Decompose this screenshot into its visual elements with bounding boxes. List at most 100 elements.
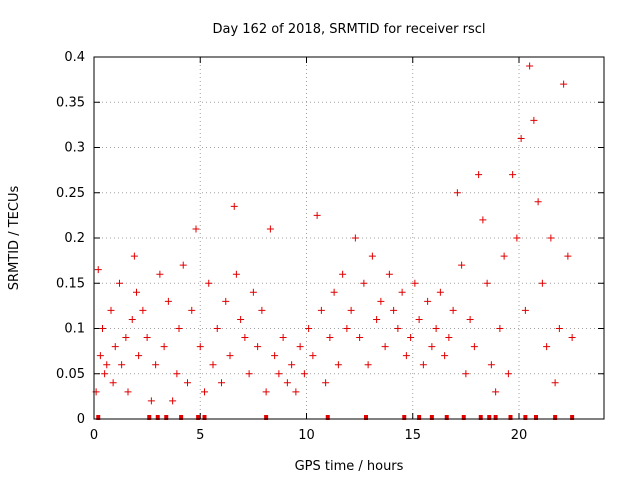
data-point [317, 306, 325, 314]
data-point [373, 315, 381, 323]
bottom-marker [264, 415, 269, 420]
data-point [500, 252, 508, 260]
data-point [368, 252, 376, 260]
data-point [411, 279, 419, 287]
data-point [390, 306, 398, 314]
data-point [116, 279, 123, 287]
data-point [258, 306, 266, 314]
data-point [441, 352, 449, 360]
data-point [326, 334, 334, 342]
data-point [385, 270, 393, 278]
data-point [475, 171, 483, 179]
x-tick-label: 20 [511, 428, 528, 443]
data-point [377, 297, 385, 305]
data-point [296, 343, 304, 351]
bottom-marker [164, 415, 169, 420]
bottom-marker [553, 415, 558, 420]
data-point [288, 361, 296, 369]
data-point [339, 270, 347, 278]
data-point [169, 397, 177, 405]
data-point [551, 379, 559, 387]
data-point [279, 334, 287, 342]
data-point [466, 315, 474, 323]
data-point [241, 334, 249, 342]
bottom-marker [196, 415, 201, 420]
y-tick-label: 0.35 [56, 95, 85, 110]
data-point [343, 325, 351, 332]
bottom-marker [364, 415, 368, 420]
data-point [164, 297, 172, 305]
bottom-marker [487, 415, 492, 420]
y-tick-label: 0.1 [64, 322, 85, 337]
data-point [175, 325, 183, 332]
bottom-marker [325, 415, 330, 420]
bottom-marker [96, 415, 101, 420]
y-axis-label: SRMTID / TECUs [7, 186, 22, 291]
data-point [555, 325, 563, 332]
chart-title: Day 162 of 2018, SRMTID for receiver rsc… [212, 22, 485, 37]
x-tick-label: 10 [298, 428, 315, 443]
data-point [196, 343, 204, 351]
data-point [201, 388, 208, 396]
data-point [118, 361, 126, 369]
data-point [139, 306, 147, 314]
data-point [351, 234, 359, 242]
data-point [509, 171, 517, 179]
data-point [283, 379, 291, 387]
y-tick-label: 0.4 [64, 50, 85, 65]
x-tick-label: 0 [90, 428, 98, 443]
data-point [436, 288, 444, 296]
y-tick-label: 0.15 [56, 276, 85, 291]
data-point [305, 325, 313, 332]
data-point [402, 352, 410, 360]
bottom-marker [155, 415, 160, 420]
data-point [547, 234, 555, 242]
data-point [262, 388, 270, 396]
data-point [381, 343, 389, 351]
data-point [230, 202, 238, 210]
data-point [103, 361, 111, 369]
data-point [130, 252, 138, 260]
data-point [492, 388, 500, 396]
data-point [192, 225, 200, 233]
data-point [309, 352, 317, 360]
bottom-marker [429, 415, 434, 420]
plot-frame [93, 56, 605, 420]
data-point [109, 379, 117, 387]
data-point [99, 325, 106, 332]
y-tick-label: 0.3 [64, 141, 85, 156]
data-point [530, 116, 538, 124]
data-point [445, 334, 453, 342]
data-point [521, 306, 529, 314]
data-point [470, 343, 478, 351]
data-point [222, 297, 230, 305]
data-point [360, 279, 368, 287]
data-point [249, 288, 257, 296]
data-point [205, 279, 213, 287]
bottom-markers [96, 415, 575, 420]
data-point [128, 315, 136, 323]
data-point [517, 134, 525, 142]
data-point [419, 361, 427, 369]
data-point [449, 306, 457, 314]
data-point [407, 334, 415, 342]
bottom-marker [179, 415, 184, 420]
data-point [245, 370, 253, 378]
data-point [133, 288, 140, 296]
data-point [483, 279, 491, 287]
data-point [173, 370, 181, 378]
data-point [209, 361, 217, 369]
data-point [504, 370, 512, 378]
data-point [266, 225, 274, 233]
bottom-marker [444, 415, 449, 420]
x-tick-label: 15 [404, 428, 421, 443]
x-tick-label: 5 [196, 428, 204, 443]
bottom-marker [402, 415, 407, 420]
data-point [356, 334, 364, 342]
data-point [237, 315, 245, 323]
data-points [92, 62, 576, 405]
data-point [292, 388, 300, 396]
data-point [188, 306, 196, 314]
data-point [568, 334, 576, 342]
data-point [526, 62, 534, 70]
